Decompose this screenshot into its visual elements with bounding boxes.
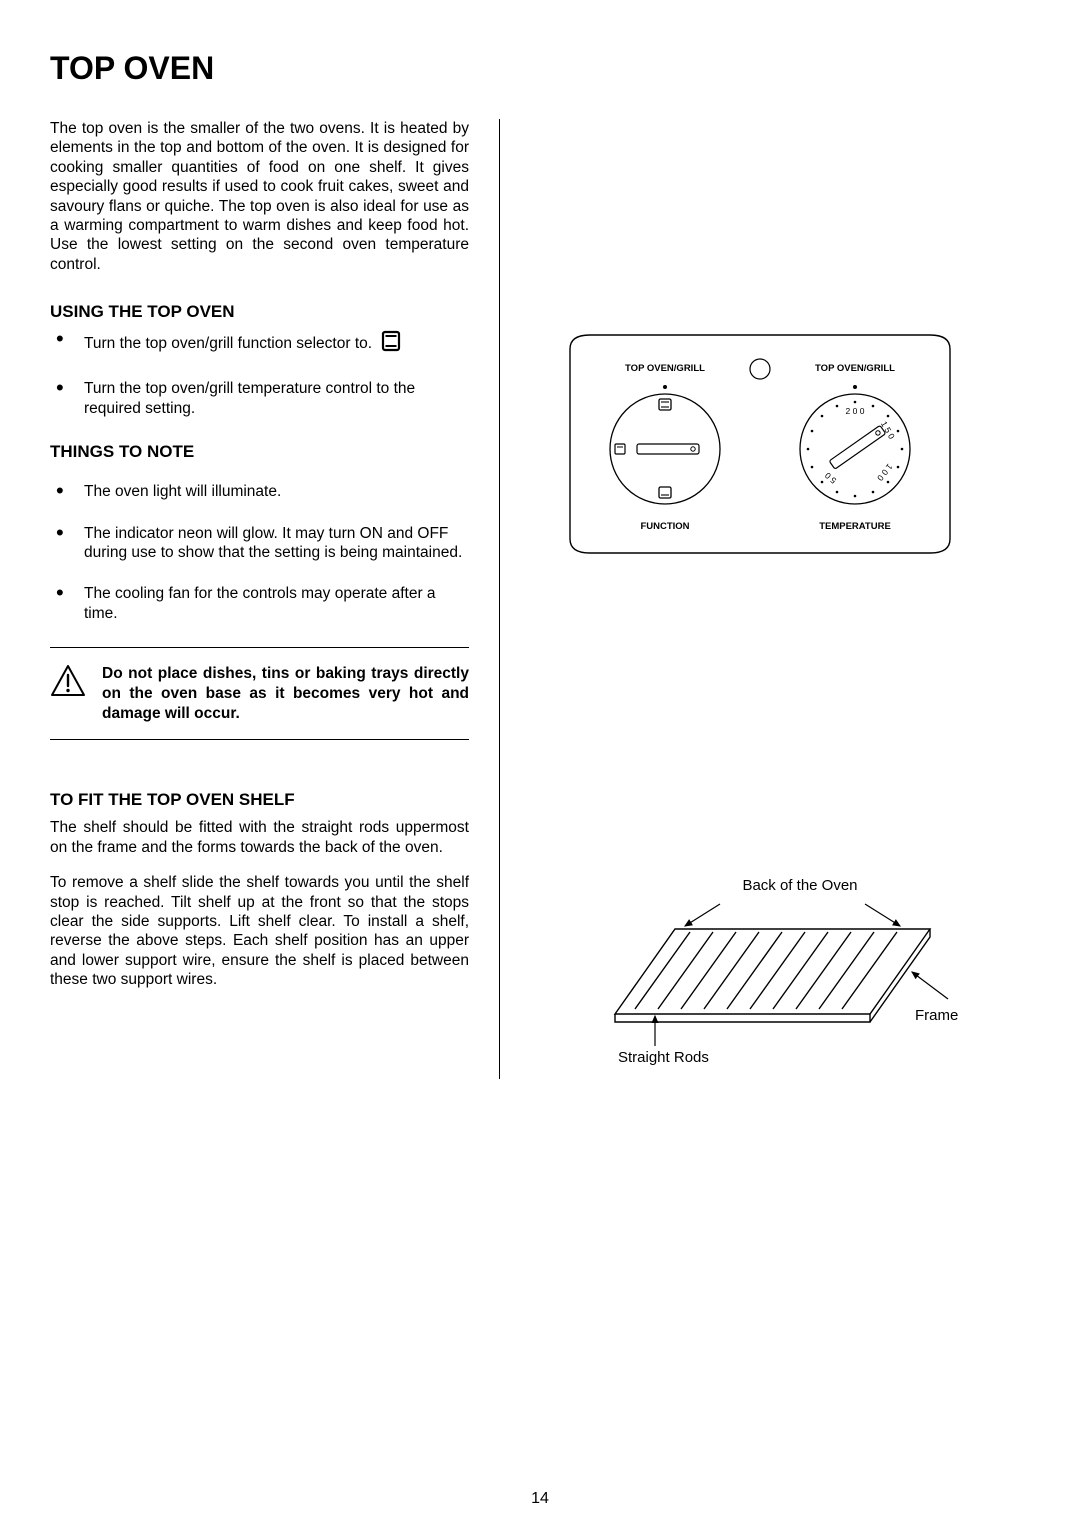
notes-item-2: The indicator neon will glow. It may tur… bbox=[50, 524, 469, 563]
left-column: The top oven is the smaller of the two o… bbox=[50, 119, 500, 1079]
svg-text:2 0 0: 2 0 0 bbox=[846, 406, 865, 416]
intro-paragraph: The top oven is the smaller of the two o… bbox=[50, 119, 469, 274]
notes-item-3: The cooling fan for the controls may ope… bbox=[50, 584, 469, 623]
right-column: TOP OVEN/GRILL TOP OVEN/GRILL bbox=[500, 119, 1000, 1079]
using-list: Turn the top oven/grill function selecto… bbox=[50, 330, 469, 418]
oven-element-icon bbox=[380, 330, 402, 357]
shelf-frame-label: Frame bbox=[915, 1007, 958, 1024]
using-item-1-text: Turn the top oven/grill function selecto… bbox=[84, 335, 372, 352]
warning-text: Do not place dishes, tins or baking tray… bbox=[102, 664, 469, 723]
warning-row: Do not place dishes, tins or baking tray… bbox=[50, 664, 469, 733]
panel-label-br: TEMPERATURE bbox=[819, 521, 891, 532]
using-item-2: Turn the top oven/grill temperature cont… bbox=[50, 379, 469, 418]
content-columns: The top oven is the smaller of the two o… bbox=[50, 119, 1030, 1079]
using-head: USING THE TOP OVEN bbox=[50, 302, 469, 322]
panel-label-tr: TOP OVEN/GRILL bbox=[815, 363, 895, 374]
shelf-rods-label: Straight Rods bbox=[618, 1049, 709, 1066]
svg-text:5 0: 5 0 bbox=[823, 470, 839, 485]
control-panel-diagram: TOP OVEN/GRILL TOP OVEN/GRILL bbox=[560, 329, 1000, 584]
fit-head: TO FIT THE TOP OVEN SHELF bbox=[50, 790, 469, 810]
fit-p1: The shelf should be fitted with the stra… bbox=[50, 818, 469, 857]
shelf-back-label: Back of the Oven bbox=[742, 877, 857, 894]
page-title: TOP OVEN bbox=[50, 50, 1030, 87]
svg-text:1 0 0: 1 0 0 bbox=[875, 462, 895, 483]
warning-icon bbox=[50, 664, 86, 703]
using-item-1: Turn the top oven/grill function selecto… bbox=[50, 330, 469, 357]
shelf-diagram: Back of the Oven bbox=[560, 874, 1000, 1079]
divider-top bbox=[50, 647, 469, 648]
panel-label-tl: TOP OVEN/GRILL bbox=[625, 363, 705, 374]
panel-label-bl: FUNCTION bbox=[640, 521, 689, 532]
notes-head: THINGS TO NOTE bbox=[50, 442, 469, 462]
notes-list: The oven light will illuminate. The indi… bbox=[50, 482, 469, 623]
divider-bottom bbox=[50, 739, 469, 740]
notes-item-1: The oven light will illuminate. bbox=[50, 482, 469, 501]
fit-p2: To remove a shelf slide the shelf toward… bbox=[50, 873, 469, 989]
page-number: 14 bbox=[0, 1490, 1080, 1508]
